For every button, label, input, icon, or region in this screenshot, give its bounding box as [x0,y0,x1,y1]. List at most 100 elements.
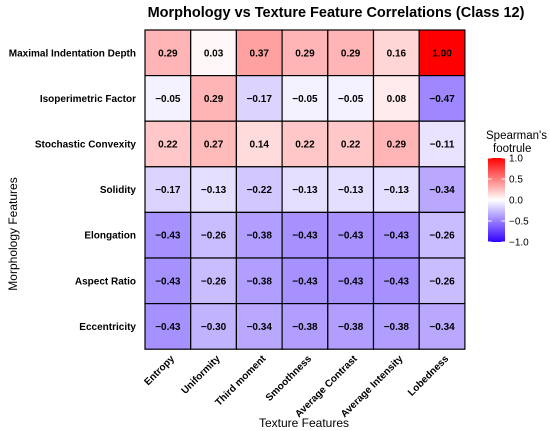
cell-value-label: 0.08 [387,94,407,105]
cell-value-label: 0.03 [204,48,224,59]
y-tick-label: Stochastic Convexity [35,140,137,151]
heatmap-cells: 0.29 0.03 0.37 0.29 0.29 0.16 1.00 −0.05 0.29 −0.… [144,29,466,350]
cell-value-label: −0.05 [338,94,364,105]
y-tick-label: Elongation [84,231,136,242]
cell-value-label: 0.22 [341,140,361,151]
legend-title-line-2: footrule [493,143,531,155]
cell-value-label: −0.26 [429,276,455,287]
y-tick-label: Isoperimetric Factor [40,94,136,105]
legend-color-bar [488,158,505,242]
heatmap-cell [372,166,420,214]
cell-value-label: 0.16 [387,48,407,59]
cell-value-label: 0.37 [250,48,270,59]
heatmap-cell [144,74,192,122]
cell-value-label: 0.29 [387,140,407,151]
cell-value-label: −0.43 [384,276,410,287]
cell-value-label: −0.05 [155,94,181,105]
cell-value-label: −0.34 [429,322,455,333]
y-axis-title: Morphology Features [6,177,20,290]
legend-ticks: 1.0 0.5 0.0 −0.5 −1.0 [488,154,529,249]
cell-value-label: −0.43 [292,231,318,242]
cell-value-label: −0.13 [292,185,318,196]
cell-value-label: 0.29 [295,48,315,59]
heatmap-cell [190,166,237,214]
cell-value-label: −0.05 [292,94,318,105]
heatmap-cell [327,120,375,168]
heatmap-cell [235,120,283,168]
cell-value-label: −0.30 [201,322,227,333]
cell-value-label: 0.22 [158,140,178,151]
cell-value-label: 0.27 [204,140,224,151]
y-tick-label: Eccentricity [79,322,136,333]
heatmap-cell [372,29,420,77]
heatmap-cell [144,29,192,77]
cell-value-label: −0.17 [247,94,273,105]
cell-value-label: −0.38 [384,322,410,333]
y-tick-label: Solidity [100,185,137,196]
cell-value-label: −0.34 [247,322,273,333]
cell-value-label: −0.43 [155,231,181,242]
heatmap-cell [190,120,237,168]
cell-value-label: −0.26 [201,276,227,287]
y-tick-label: Maximal Indentation Depth [9,48,136,59]
chart-title: Morphology vs Texture Feature Correlatio… [148,5,525,21]
cell-value-label: −0.43 [292,276,318,287]
x-axis-title: Texture Features [259,416,349,430]
cell-value-label: −0.43 [338,231,364,242]
cell-value-label: −0.11 [430,140,455,151]
cell-value-label: 1.00 [432,48,452,59]
x-tick-label: Smoothness [264,353,315,404]
cell-value-label: −0.13 [384,185,410,196]
cell-value-label: 0.29 [158,48,178,59]
legend-tick-label: −1.0 [509,238,529,249]
cell-value-label: −0.26 [201,231,227,242]
cell-value-label: −0.43 [155,322,181,333]
cell-value-label: 0.29 [204,94,224,105]
legend-tick-label: 1.0 [509,154,523,165]
heatmap-cell [235,74,283,122]
heatmap-cell [190,257,237,305]
cell-value-label: −0.22 [247,185,273,196]
heatmap-cell [235,211,283,259]
heatmap-cell [144,257,192,305]
cell-value-label: −0.43 [338,276,364,287]
heatmap-cell [418,166,466,214]
cell-value-label: −0.34 [429,185,455,196]
cell-value-label: −0.43 [155,276,181,287]
y-tick-label: Aspect Ratio [75,276,136,287]
heatmap-cell [418,303,466,350]
x-tick-label: Lobedness [406,353,451,398]
color-legend: Spearman's footrule 1.0 0.5 0.0 −0.5 −1.0 [486,130,547,249]
heatmap-cell [327,303,375,350]
heatmap-cell [372,303,420,350]
cell-value-label: −0.47 [429,94,455,105]
heatmap-cell [144,211,192,259]
y-axis-tick-labels: Maximal Indentation Depth Isoperimetric F… [9,48,137,333]
heatmap-cell [327,74,375,122]
cell-value-label: −0.38 [338,322,364,333]
heatmap-cell [372,120,420,168]
cell-value-label: 0.14 [250,140,270,151]
cell-value-label: −0.26 [429,231,455,242]
x-tick-label: Entropy [142,353,177,388]
heatmap-cell [327,257,375,305]
heatmap-cell [418,257,466,305]
heatmap-cell [235,303,283,350]
heatmap-cell [418,120,466,168]
cell-value-label: −0.38 [292,322,318,333]
heatmap-cell [281,303,329,350]
cell-value-label: 0.29 [341,48,361,59]
cell-value-label: −0.38 [247,276,273,287]
cell-value-label: −0.43 [384,231,410,242]
cell-value-label: −0.38 [247,231,273,242]
heatmap-cell [281,120,329,168]
cell-value-label: −0.13 [338,185,364,196]
legend-tick-label: 0.0 [509,196,523,207]
legend-tick-label: −0.5 [509,217,529,228]
legend-tick-label: 0.5 [509,175,523,186]
legend-title-line-1: Spearman's [486,130,547,142]
cell-value-label: −0.17 [155,185,181,196]
heatmap-cell [418,74,466,122]
